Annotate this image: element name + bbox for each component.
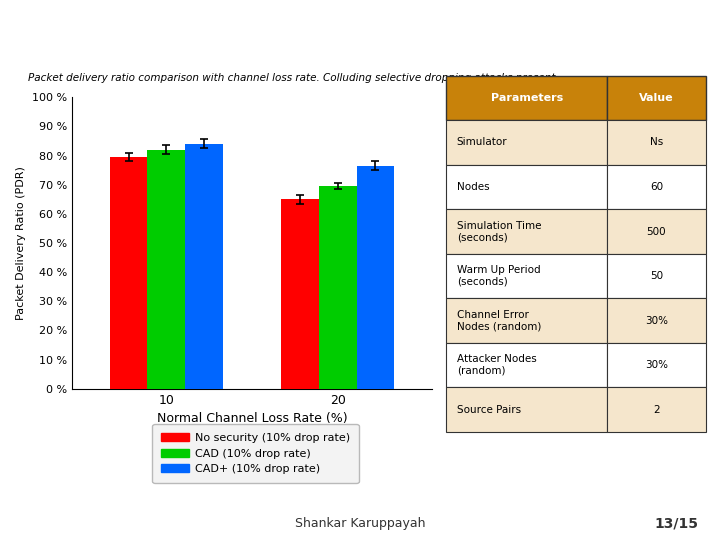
- Text: 13/15: 13/15: [654, 517, 698, 531]
- Y-axis label: Packet Delivery Ratio (PDR): Packet Delivery Ratio (PDR): [17, 166, 27, 320]
- FancyBboxPatch shape: [607, 165, 706, 209]
- Text: 30%: 30%: [645, 360, 668, 370]
- Bar: [109, 157, 148, 389]
- Text: 30%: 30%: [645, 315, 668, 326]
- X-axis label: Normal Channel Loss Rate (%): Normal Channel Loss Rate (%): [157, 412, 347, 425]
- Legend: No security (10% drop rate), CAD (10% drop rate), CAD+ (10% drop rate): No security (10% drop rate), CAD (10% dr…: [153, 424, 359, 483]
- Text: Parameters: Parameters: [490, 93, 563, 103]
- FancyBboxPatch shape: [607, 343, 706, 388]
- FancyBboxPatch shape: [446, 120, 607, 165]
- Text: 50: 50: [649, 271, 663, 281]
- Bar: [356, 166, 395, 389]
- Text: Simulation Time
(seconds): Simulation Time (seconds): [456, 221, 541, 242]
- Text: 500: 500: [647, 226, 666, 237]
- Text: Ns: Ns: [649, 137, 663, 147]
- Text: Warm Up Period
(seconds): Warm Up Period (seconds): [456, 265, 541, 287]
- Text: Result and Analysis (cont.): Result and Analysis (cont.): [14, 21, 395, 44]
- Text: 2: 2: [653, 404, 660, 415]
- Text: Packet delivery ratio comparison with channel loss rate. Colluding selective dro: Packet delivery ratio comparison with ch…: [28, 73, 559, 83]
- Bar: [281, 199, 319, 389]
- FancyBboxPatch shape: [446, 76, 607, 120]
- Text: 60: 60: [649, 182, 663, 192]
- Text: Value: Value: [639, 93, 674, 103]
- FancyBboxPatch shape: [607, 76, 706, 120]
- FancyBboxPatch shape: [607, 209, 706, 254]
- FancyBboxPatch shape: [607, 254, 706, 298]
- FancyBboxPatch shape: [446, 388, 607, 432]
- FancyBboxPatch shape: [446, 209, 607, 254]
- Text: Nodes: Nodes: [456, 182, 490, 192]
- FancyBboxPatch shape: [607, 120, 706, 165]
- Text: Source Pairs: Source Pairs: [456, 404, 521, 415]
- Text: Attacker Nodes
(random): Attacker Nodes (random): [456, 354, 536, 376]
- Bar: [185, 144, 223, 389]
- FancyBboxPatch shape: [446, 165, 607, 209]
- FancyBboxPatch shape: [446, 298, 607, 343]
- Bar: [319, 186, 356, 389]
- Text: Simulator: Simulator: [456, 137, 508, 147]
- FancyBboxPatch shape: [607, 298, 706, 343]
- Text: Channel Error
Nodes (random): Channel Error Nodes (random): [456, 310, 541, 332]
- FancyBboxPatch shape: [446, 343, 607, 388]
- Text: Shankar Karuppayah: Shankar Karuppayah: [294, 517, 426, 530]
- FancyBboxPatch shape: [446, 254, 607, 298]
- Bar: [148, 150, 185, 389]
- FancyBboxPatch shape: [607, 388, 706, 432]
